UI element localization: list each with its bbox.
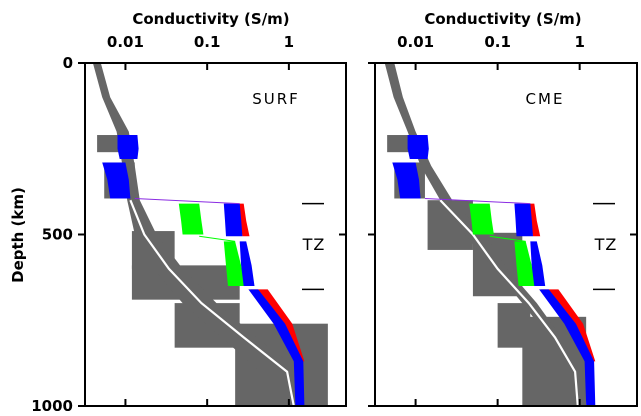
blue-block-4 xyxy=(248,289,305,406)
blue-block-2 xyxy=(514,203,533,237)
blue-block-3 xyxy=(239,241,255,286)
y-tick-label: 500 xyxy=(42,226,73,244)
white-line xyxy=(129,199,295,406)
x-tick-label: 1 xyxy=(574,33,584,51)
blue-block-1 xyxy=(102,162,131,199)
tz-label-surf: TZ xyxy=(302,235,326,254)
green-block-0 xyxy=(469,203,494,235)
x-tick-label: 0.01 xyxy=(397,33,434,51)
green-block-1 xyxy=(223,241,244,286)
green-block-1 xyxy=(514,241,535,286)
x-tick-label: 0.1 xyxy=(484,33,511,51)
gray-band xyxy=(92,63,301,406)
y-axis-title: Depth (km) xyxy=(9,187,27,283)
plot-area xyxy=(92,63,328,406)
panel-cme: Conductivity (S/m) CME TZ 0.01 0.1 1 xyxy=(368,10,638,407)
blue-block-0 xyxy=(117,135,139,159)
x-tick-label: 1 xyxy=(284,33,294,51)
blue-block-0 xyxy=(407,135,429,159)
x-tick-label: 0.01 xyxy=(107,33,144,51)
green-connector-1 xyxy=(199,235,236,242)
x-axis-title-cme: Conductivity (S/m) xyxy=(424,10,581,28)
x-tick-label: 0.1 xyxy=(194,33,221,51)
panel-label-cme: CME xyxy=(526,90,565,108)
y-tick-label: 0 xyxy=(63,54,73,72)
purple-connector-0 xyxy=(424,197,531,205)
green-connector-1 xyxy=(489,235,526,242)
x-axis-title-surf: Conductivity (S/m) xyxy=(132,10,289,28)
blue-block-2 xyxy=(223,203,243,237)
blue-block-3 xyxy=(530,241,546,286)
purple-connector-0 xyxy=(134,197,240,205)
blue-block-4 xyxy=(539,289,596,406)
panel-surf: Conductivity (S/m) SURF TZ 0.01 0.1 1 0 500 1… xyxy=(31,10,347,415)
tz-label-cme: TZ xyxy=(594,235,618,254)
blue-block-1 xyxy=(392,162,421,199)
panel-label-surf: SURF xyxy=(252,90,300,108)
y-tick-label: 1000 xyxy=(31,397,73,415)
plot-area xyxy=(384,63,596,406)
green-block-0 xyxy=(178,203,204,235)
